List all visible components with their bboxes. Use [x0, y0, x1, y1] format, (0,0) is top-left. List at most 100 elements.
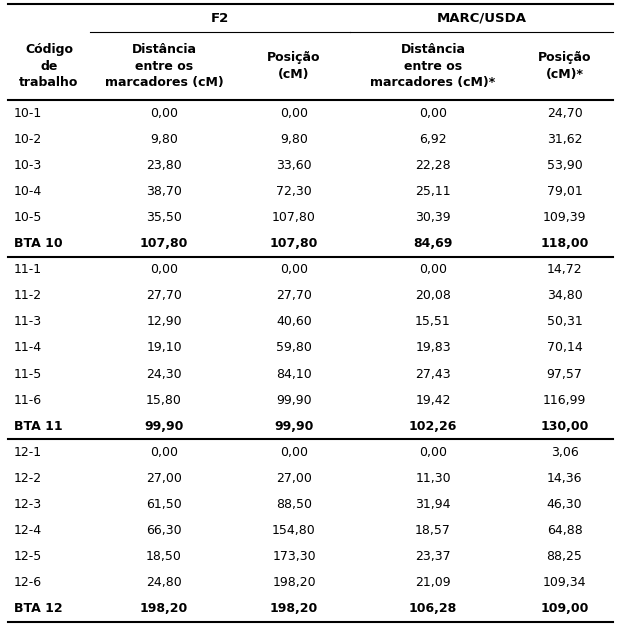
- Text: 53,90: 53,90: [546, 159, 582, 172]
- Text: 109,00: 109,00: [540, 602, 589, 615]
- Text: 0,00: 0,00: [150, 263, 178, 276]
- Text: 99,90: 99,90: [276, 394, 312, 407]
- Text: 106,28: 106,28: [409, 602, 457, 615]
- Text: Posição
(cM)*: Posição (cM)*: [538, 51, 591, 81]
- Text: 34,80: 34,80: [546, 289, 582, 302]
- Text: 11-2: 11-2: [14, 289, 42, 302]
- Text: 20,08: 20,08: [415, 289, 451, 302]
- Text: 27,00: 27,00: [276, 472, 312, 485]
- Text: 88,25: 88,25: [546, 550, 582, 563]
- Text: 31,94: 31,94: [415, 498, 451, 511]
- Text: 11-1: 11-1: [14, 263, 42, 276]
- Text: 130,00: 130,00: [540, 420, 589, 433]
- Text: 59,80: 59,80: [276, 341, 312, 354]
- Text: 14,72: 14,72: [546, 263, 582, 276]
- Text: 0,00: 0,00: [280, 106, 308, 120]
- Text: 25,11: 25,11: [415, 185, 451, 198]
- Text: 12-4: 12-4: [14, 524, 42, 537]
- Text: 31,62: 31,62: [546, 133, 582, 146]
- Text: 0,00: 0,00: [419, 446, 447, 459]
- Text: 0,00: 0,00: [150, 446, 178, 459]
- Text: BTA 12: BTA 12: [14, 602, 63, 615]
- Text: 99,90: 99,90: [274, 420, 314, 433]
- Text: Distância
entre os
marcadores (cM): Distância entre os marcadores (cM): [104, 43, 224, 89]
- Text: 10-1: 10-1: [14, 106, 42, 120]
- Text: 12-3: 12-3: [14, 498, 42, 511]
- Text: 12-5: 12-5: [14, 550, 42, 563]
- Text: 109,39: 109,39: [543, 211, 586, 224]
- Text: 12-1: 12-1: [14, 446, 42, 459]
- Text: 79,01: 79,01: [546, 185, 582, 198]
- Text: 18,57: 18,57: [415, 524, 451, 537]
- Text: 15,51: 15,51: [415, 316, 451, 329]
- Text: 10-2: 10-2: [14, 133, 42, 146]
- Text: 107,80: 107,80: [140, 237, 188, 250]
- Text: 99,90: 99,90: [144, 420, 184, 433]
- Text: 33,60: 33,60: [276, 159, 312, 172]
- Text: 84,69: 84,69: [414, 237, 453, 250]
- Text: 173,30: 173,30: [272, 550, 316, 563]
- Text: 24,70: 24,70: [546, 106, 582, 120]
- Text: BTA 11: BTA 11: [14, 420, 63, 433]
- Text: 11-3: 11-3: [14, 316, 42, 329]
- Text: 27,00: 27,00: [146, 472, 182, 485]
- Text: 12,90: 12,90: [146, 316, 182, 329]
- Text: 11-6: 11-6: [14, 394, 42, 407]
- Text: 61,50: 61,50: [146, 498, 182, 511]
- Text: 24,30: 24,30: [146, 367, 182, 381]
- Text: 50,31: 50,31: [546, 316, 582, 329]
- Text: 198,20: 198,20: [140, 602, 188, 615]
- Text: 84,10: 84,10: [276, 367, 312, 381]
- Text: 23,80: 23,80: [146, 159, 182, 172]
- Text: Código
de
trabalho: Código de trabalho: [19, 43, 79, 89]
- Text: 109,34: 109,34: [543, 577, 586, 589]
- Text: 88,50: 88,50: [276, 498, 312, 511]
- Text: 102,26: 102,26: [409, 420, 457, 433]
- Text: 198,20: 198,20: [270, 602, 318, 615]
- Text: 38,70: 38,70: [146, 185, 182, 198]
- Text: Posição
(cM): Posição (cM): [267, 51, 321, 81]
- Text: 107,80: 107,80: [270, 237, 318, 250]
- Text: 19,83: 19,83: [415, 341, 451, 354]
- Text: 11-5: 11-5: [14, 367, 42, 381]
- Text: 24,80: 24,80: [146, 577, 182, 589]
- Text: 27,70: 27,70: [276, 289, 312, 302]
- Text: 15,80: 15,80: [146, 394, 182, 407]
- Text: 27,43: 27,43: [415, 367, 451, 381]
- Text: 35,50: 35,50: [146, 211, 182, 224]
- Text: 72,30: 72,30: [276, 185, 312, 198]
- Text: 0,00: 0,00: [419, 263, 447, 276]
- Text: 0,00: 0,00: [150, 106, 178, 120]
- Text: 19,42: 19,42: [415, 394, 451, 407]
- Text: F2: F2: [211, 11, 229, 24]
- Text: 21,09: 21,09: [415, 577, 451, 589]
- Text: 11,30: 11,30: [415, 472, 451, 485]
- Text: MARC/USDA: MARC/USDA: [437, 11, 527, 24]
- Text: Distância
entre os
marcadores (cM)*: Distância entre os marcadores (cM)*: [370, 43, 496, 89]
- Text: 12-2: 12-2: [14, 472, 42, 485]
- Text: 18,50: 18,50: [146, 550, 182, 563]
- Text: 22,28: 22,28: [415, 159, 451, 172]
- Text: 10-5: 10-5: [14, 211, 42, 224]
- Text: 0,00: 0,00: [419, 106, 447, 120]
- Text: 118,00: 118,00: [540, 237, 589, 250]
- Text: 6,92: 6,92: [419, 133, 447, 146]
- Text: 46,30: 46,30: [546, 498, 582, 511]
- Text: 0,00: 0,00: [280, 446, 308, 459]
- Text: 107,80: 107,80: [272, 211, 316, 224]
- Text: 27,70: 27,70: [146, 289, 182, 302]
- Text: BTA 10: BTA 10: [14, 237, 63, 250]
- Text: 70,14: 70,14: [546, 341, 582, 354]
- Text: 11-4: 11-4: [14, 341, 42, 354]
- Text: 116,99: 116,99: [543, 394, 586, 407]
- Text: 3,06: 3,06: [551, 446, 578, 459]
- Text: 10-4: 10-4: [14, 185, 42, 198]
- Text: 9,80: 9,80: [150, 133, 178, 146]
- Text: 97,57: 97,57: [546, 367, 582, 381]
- Text: 30,39: 30,39: [415, 211, 451, 224]
- Text: 64,88: 64,88: [546, 524, 582, 537]
- Text: 23,37: 23,37: [415, 550, 451, 563]
- Text: 154,80: 154,80: [272, 524, 316, 537]
- Text: 198,20: 198,20: [272, 577, 316, 589]
- Text: 9,80: 9,80: [280, 133, 308, 146]
